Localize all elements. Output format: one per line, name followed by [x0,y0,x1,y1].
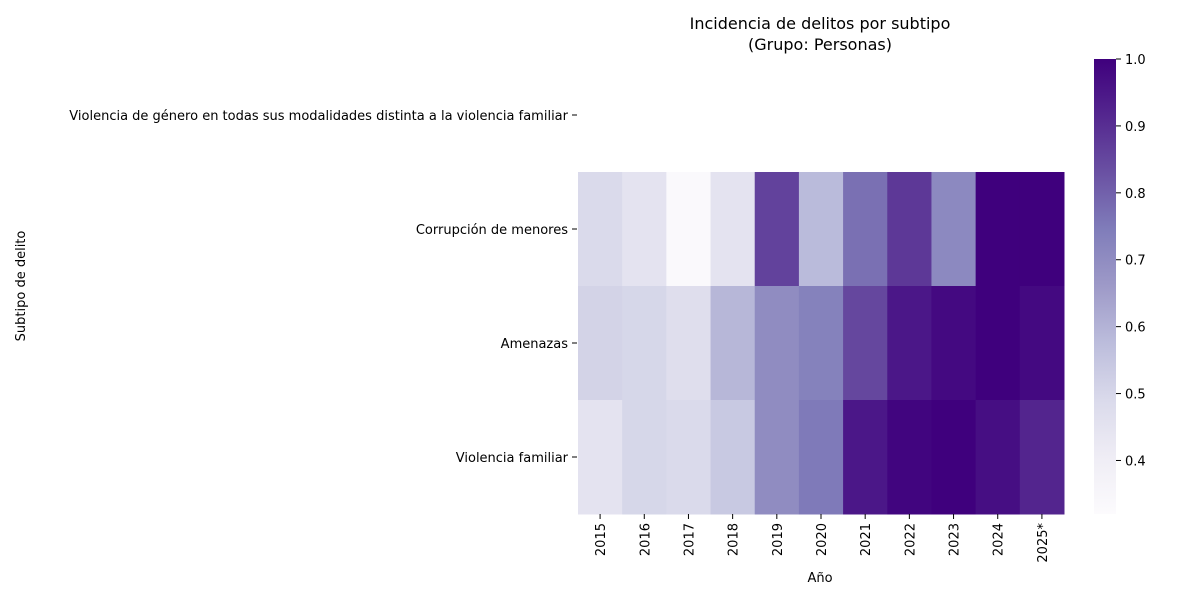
heatmap-cell [1019,400,1065,515]
x-tick-label: 2019 [771,523,786,556]
heatmap-cell [666,172,712,287]
chart-subtitle: (Grupo: Personas) [748,35,892,54]
heatmap-cell [710,172,756,287]
colorbar-tick-label: 0.4 [1125,454,1146,469]
heatmap-cell [622,172,667,287]
y-tick-label: Violencia familiar [456,451,569,466]
y-axis-label: Subtipo de delito [14,231,29,342]
x-tick-label: 2020 [815,523,830,556]
heatmap-cell [1019,286,1065,401]
heatmap-cell [666,400,712,515]
heatmap-cell [622,286,667,401]
heatmap-cell [754,400,800,515]
colorbar-tick-label: 1.0 [1125,53,1146,68]
x-tick-label: 2015 [594,523,609,556]
heatmap-cell [622,400,667,515]
heatmap-cell [975,172,1021,287]
y-tick-label: Corrupción de menores [416,223,568,238]
x-tick-label: 2024 [992,523,1007,556]
heatmap-cell [887,172,932,287]
heatmap-cell [1019,172,1065,287]
chart-title: Incidencia de delitos por subtipo [690,14,951,33]
x-axis-label: Año [807,571,832,586]
x-tick-label: 2022 [903,523,918,556]
heatmap-cell [710,400,756,515]
heatmap-cell [666,286,712,401]
x-tick-label: 2018 [727,523,742,556]
heatmap-cell [843,172,888,287]
heatmap-cell [975,400,1021,515]
y-axis: Violencia de género en todas sus modalid… [69,109,577,466]
colorbar-tick-label: 0.7 [1125,254,1146,269]
heatmap-cell [578,400,623,515]
colorbar [1094,59,1116,514]
colorbar-tick-label: 0.8 [1125,187,1146,202]
heatmap-cell [887,400,932,515]
heatmap-cell [931,400,977,515]
heatmap-cell [975,286,1021,401]
x-tick-label: 2016 [638,523,653,556]
heatmap-cell [887,286,932,401]
heatmap-cell [798,172,844,287]
heatmap-cell [710,286,756,401]
x-tick-label: 2021 [859,523,874,556]
colorbar-tick-label: 0.5 [1125,388,1146,403]
y-tick-label: Violencia de género en todas sus modalid… [69,109,568,124]
heatmap-cell [578,172,623,287]
colorbar-ticks: 0.4 0.5 0.6 0.7 0.8 0.9 1.0 [1116,53,1146,469]
heatmap-cell [843,400,888,515]
colorbar-tick-label: 0.9 [1125,120,1146,135]
x-axis: 2015 2016 2017 2018 2019 2020 2021 2022 2023 2024… [594,514,1051,563]
x-tick-label: 2025* [1036,523,1051,563]
heatmap-cell [754,172,800,287]
heatmap-cell [578,286,623,401]
heatmap-cell [843,286,888,401]
heatmap-cell [798,400,844,515]
heatmap-cell [931,172,977,287]
heatmap-cells [578,172,1065,515]
x-tick-label: 2023 [948,523,963,556]
colorbar-tick-label: 0.6 [1125,321,1146,336]
heatmap-cell [931,286,977,401]
x-tick-label: 2017 [682,523,697,556]
y-tick-label: Amenazas [501,337,569,352]
heatmap-cell [798,286,844,401]
heatmap-cell [754,286,800,401]
